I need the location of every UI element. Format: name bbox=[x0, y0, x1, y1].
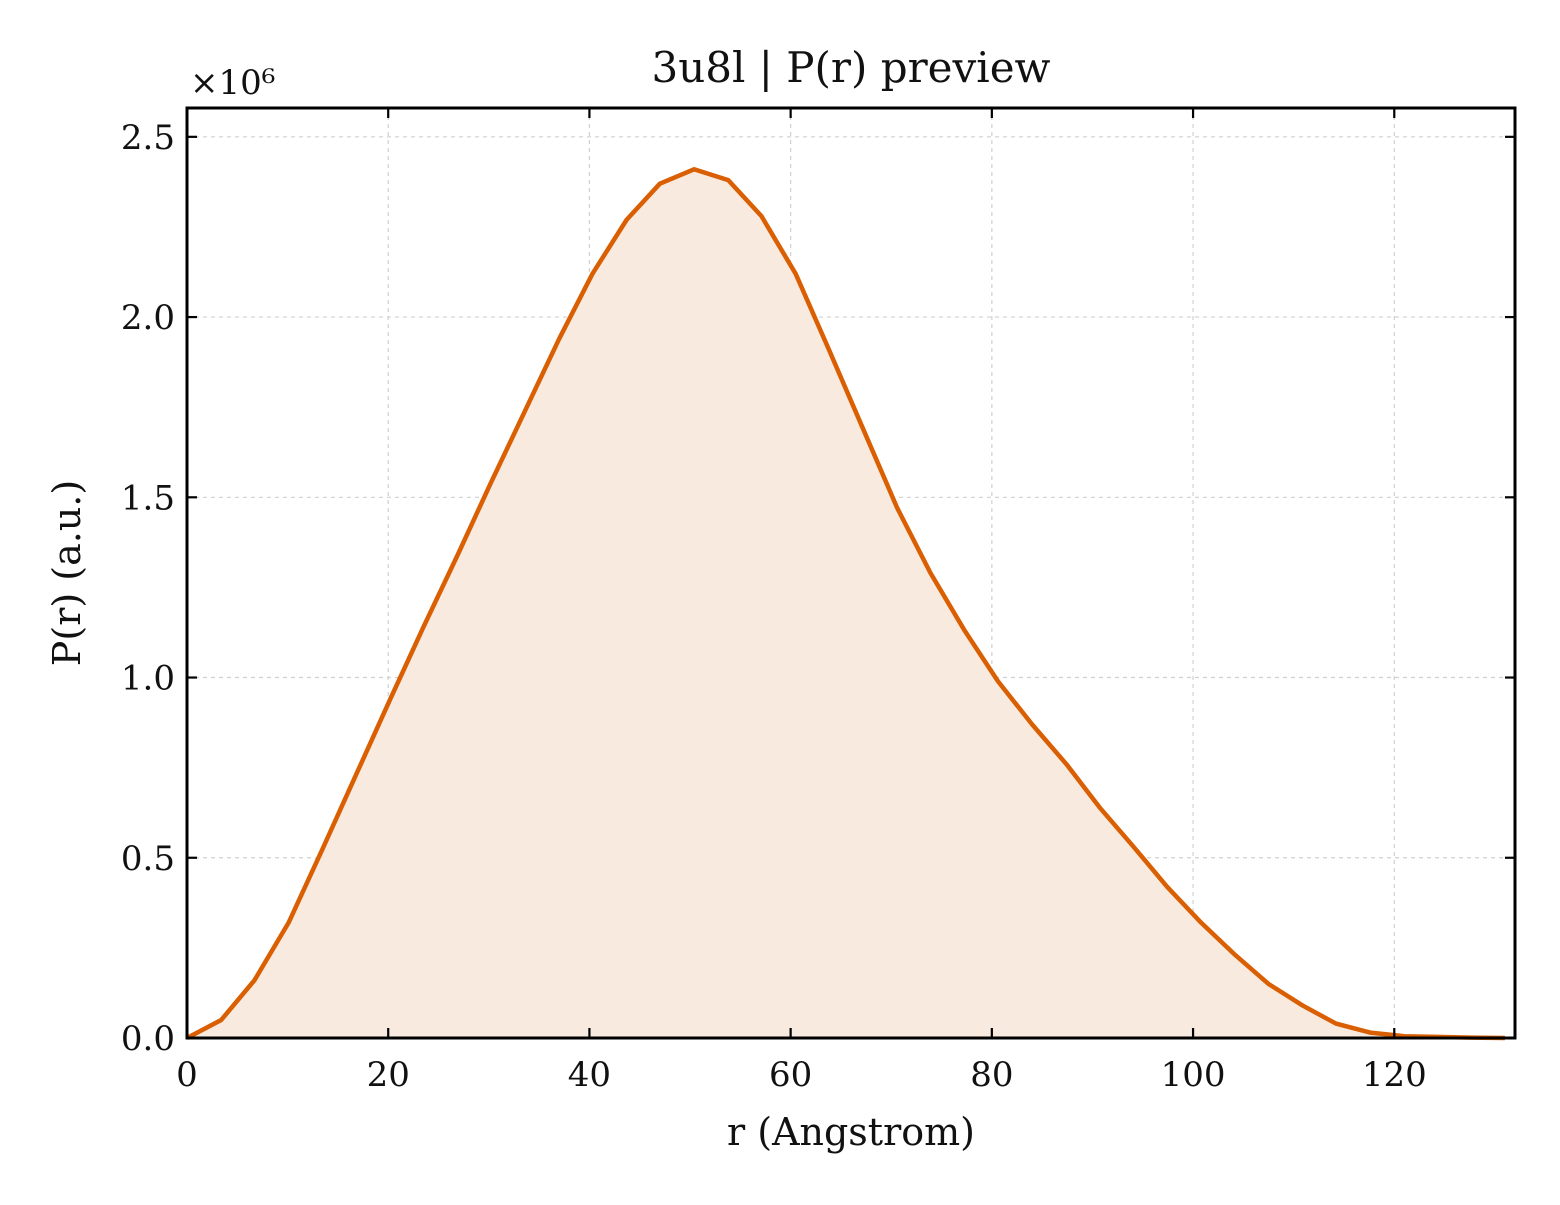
y-tick-label: 0.0 bbox=[121, 1019, 175, 1059]
y-tick-label: 0.5 bbox=[121, 839, 175, 879]
y-multiplier-label: ×10⁶ bbox=[190, 63, 275, 103]
y-tick-label: 1.5 bbox=[121, 478, 175, 518]
axis-ticks: 0 20 40 60 80 100 120 0.0 0.5 1.0 1.5 2.0 2.5 bbox=[121, 108, 1515, 1095]
x-tick-label: 80 bbox=[970, 1055, 1013, 1095]
y-tick-label: 2.5 bbox=[121, 118, 175, 158]
pr-area-fill bbox=[187, 169, 1505, 1038]
x-tick-label: 60 bbox=[769, 1055, 812, 1095]
plot-frame bbox=[185, 106, 1517, 1040]
x-tick-label: 20 bbox=[367, 1055, 410, 1095]
x-tick-label: 40 bbox=[568, 1055, 611, 1095]
y-axis-label: P(r) (a.u.) bbox=[45, 480, 89, 666]
y-tick-label: 2.0 bbox=[121, 298, 175, 338]
x-tick-label: 120 bbox=[1362, 1055, 1427, 1095]
x-axis-label: r (Angstrom) bbox=[727, 1110, 975, 1154]
y-tick-label: 1.0 bbox=[121, 659, 175, 699]
pr-series-line bbox=[185, 167, 1505, 1041]
x-tick-label: 0 bbox=[176, 1055, 198, 1095]
chart-title: 3u8l | P(r) preview bbox=[651, 43, 1050, 92]
x-tick-label: 100 bbox=[1161, 1055, 1226, 1095]
